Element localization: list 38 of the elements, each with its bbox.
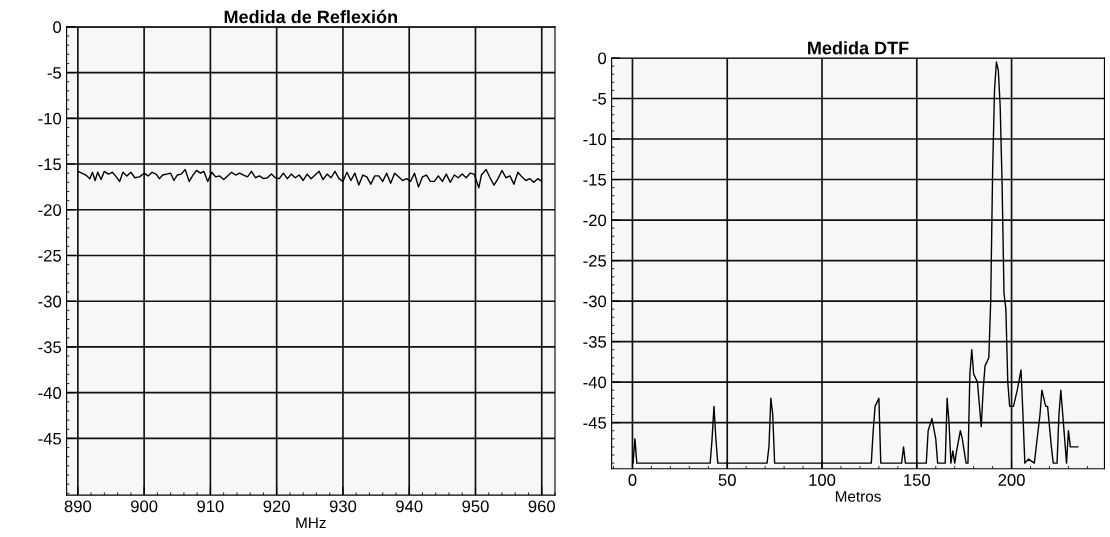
y-tick-label: -20 [583, 214, 607, 227]
y-tick-label: -30 [583, 295, 607, 308]
x-tick-label: 50 [718, 474, 736, 486]
y-tick-label: -5 [47, 67, 62, 79]
x-tick-label: 200 [998, 474, 1025, 486]
y-tick-label: -10 [583, 133, 607, 146]
x-tick-label: 0 [628, 474, 637, 486]
y-tick-label: -45 [583, 417, 607, 429]
x-tick-label: 940 [396, 500, 423, 513]
y-tick-label: -15 [583, 174, 607, 186]
y-tick-label: -35 [38, 341, 62, 354]
x-tick-label: 900 [131, 500, 158, 513]
chart-title: Medida DTF [808, 41, 909, 55]
chart-title: Medida de Reflexión [224, 9, 397, 24]
x-tick-label: 150 [904, 474, 931, 486]
y-tick-label: -30 [38, 295, 62, 308]
y-tick-label: -25 [583, 254, 607, 267]
y-tick-label: -25 [38, 249, 62, 262]
y-tick-label: -20 [38, 204, 62, 216]
y-tick-label: -40 [583, 376, 607, 389]
x-axis-title: Metros [835, 491, 881, 502]
y-tick-label: -40 [38, 387, 62, 399]
y-tick-label: -45 [38, 432, 62, 445]
y-tick-label: 0 [598, 52, 607, 65]
y-tick-label: -15 [38, 158, 62, 171]
y-tick-label: -5 [592, 93, 607, 105]
y-tick-label: -35 [583, 335, 607, 348]
x-tick-label: 950 [462, 500, 489, 513]
x-tick-label: 100 [809, 474, 836, 486]
y-tick-label: -10 [38, 112, 62, 125]
x-tick-label: 920 [263, 500, 290, 513]
x-tick-label: 930 [329, 500, 357, 513]
x-axis-title: MHz [296, 517, 326, 528]
line-series [77, 168, 543, 189]
x-tick-label: 960 [528, 500, 555, 513]
y-tick-label: 0 [53, 21, 62, 34]
x-tick-label: 890 [64, 500, 92, 513]
x-tick-label: 910 [197, 500, 224, 513]
